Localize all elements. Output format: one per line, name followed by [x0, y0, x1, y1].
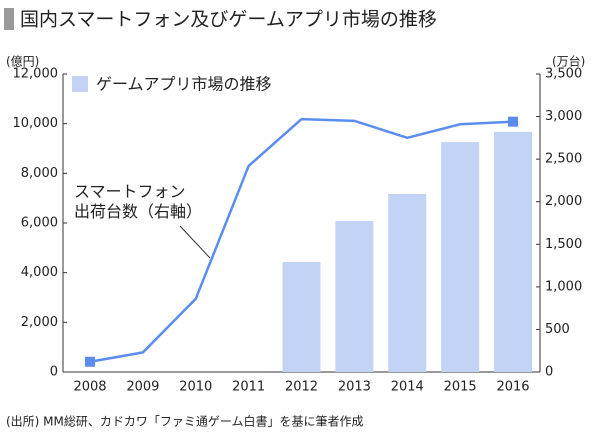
y-tick-label: 4,000: [21, 265, 58, 280]
line: [89, 117, 514, 364]
x-tick-label: 2010: [179, 380, 212, 395]
line-annotation: スマートフォン出荷台数（右軸）: [74, 182, 202, 221]
y2-tick-label: 500: [545, 322, 570, 337]
chart-title: 国内スマートフォン及びゲームアプリ市場の推移: [20, 9, 437, 31]
y-tick-label: 0: [50, 365, 58, 380]
x-tick-label: 2012: [285, 380, 318, 395]
y-tick-label: 8,000: [21, 166, 58, 181]
annotation-leader: [179, 225, 211, 259]
y2-axis-unit: (万台): [552, 54, 585, 69]
y2-tick-label: 1,500: [545, 237, 582, 252]
x-tick-label: 2009: [126, 380, 159, 395]
y-tick-label: 2,000: [21, 315, 58, 330]
y-tick-label: 6,000: [21, 216, 58, 231]
x-tick-label: 2015: [444, 380, 477, 395]
y2-tick-label: 1,000: [545, 279, 582, 294]
bar: [282, 261, 321, 372]
x-tick-label: 2008: [73, 380, 106, 395]
bar: [388, 193, 427, 372]
line-marker: [85, 356, 95, 367]
source-note: (出所) MM総研、カドカワ「ファミ通ゲーム白書」を基に筆者作成: [6, 414, 364, 429]
y2-tick-label: 3,500: [545, 67, 582, 82]
y-tick-label: 10,000: [13, 116, 59, 131]
y2-tick-label: 2,000: [545, 194, 582, 209]
y-tick-label: 12,000: [13, 67, 59, 82]
bar: [441, 142, 480, 372]
y2-tick-label: 2,500: [545, 152, 582, 167]
y-axis-unit: (億円): [6, 55, 39, 69]
legend-label: ゲームアプリ市場の推移: [96, 75, 272, 94]
bar: [335, 221, 374, 372]
y2-tick-label: 0: [545, 365, 553, 380]
bar: [494, 131, 532, 372]
x-tick-label: 2013: [338, 380, 371, 395]
title-marker: [4, 8, 14, 30]
x-tick-label: 2014: [391, 380, 424, 395]
line-marker: [508, 116, 518, 127]
y2-tick-label: 3,000: [545, 109, 582, 124]
x-tick-label: 2016: [496, 380, 529, 395]
x-tick-label: 2011: [232, 380, 265, 395]
legend-swatch: [72, 76, 88, 92]
